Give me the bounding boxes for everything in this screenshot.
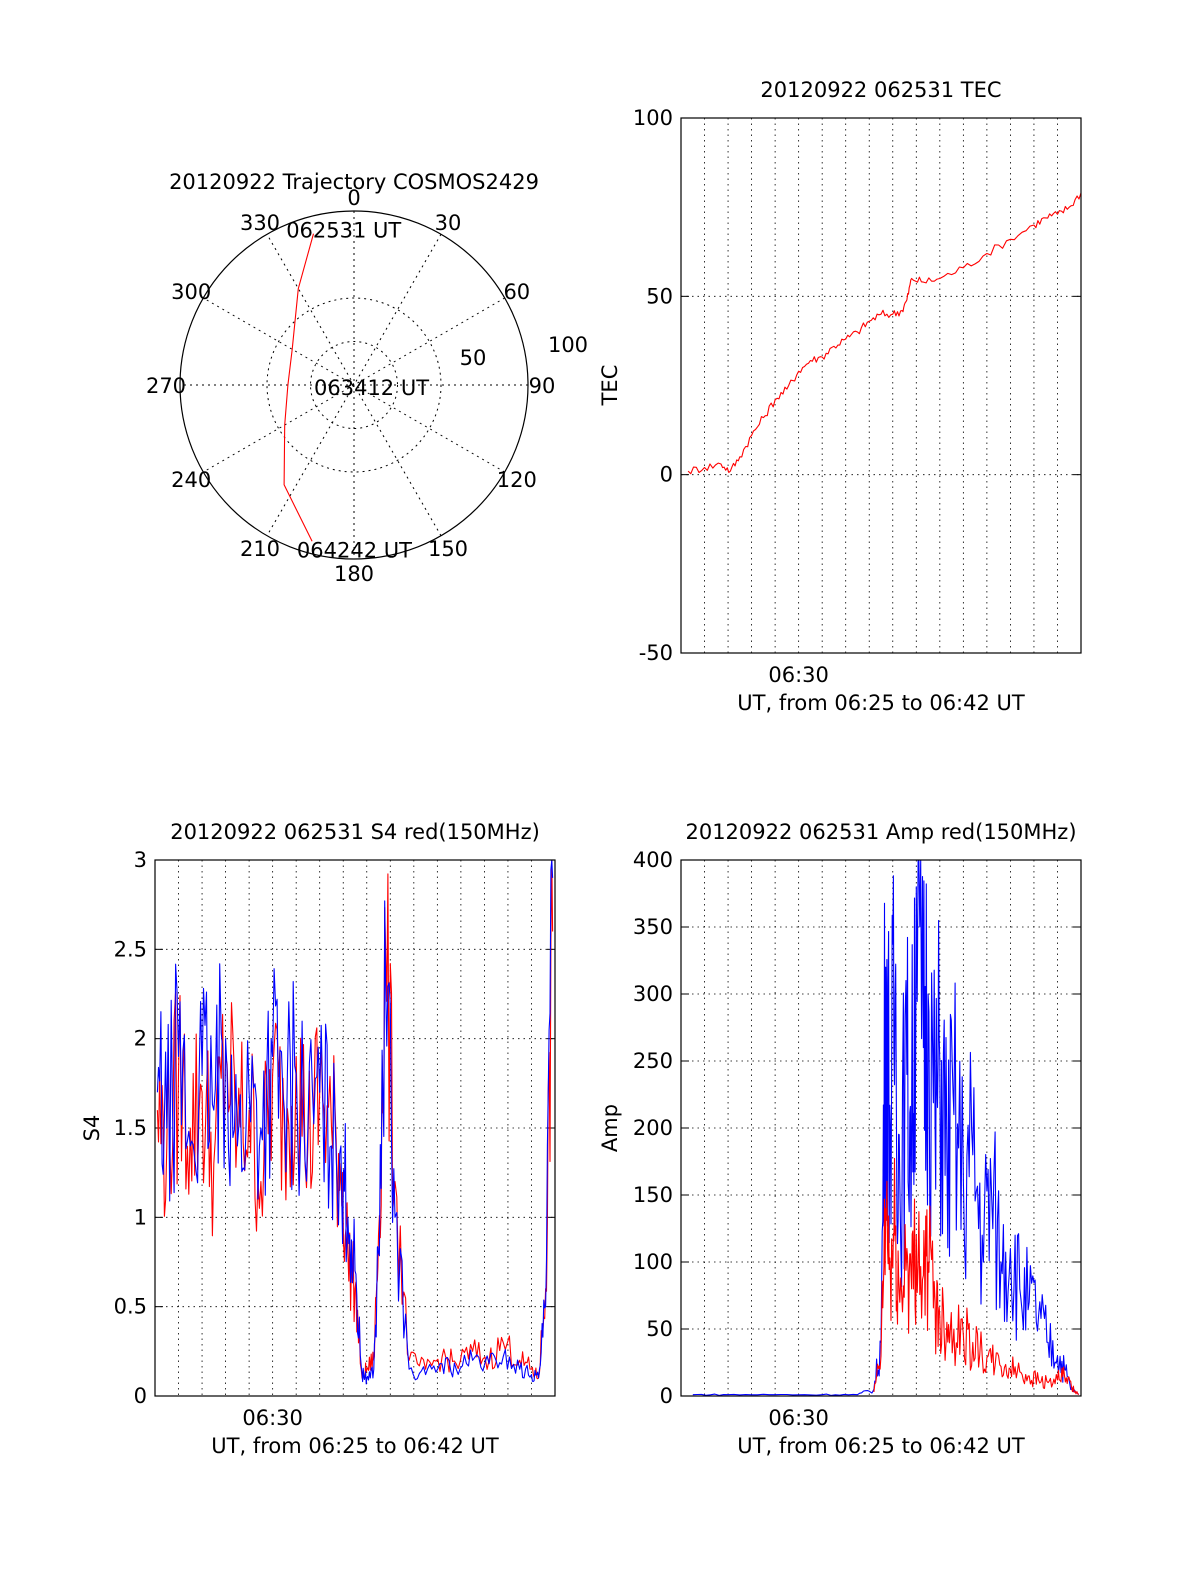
tec-ytick-label-3: 100 [633,106,673,130]
tec-series-line-0 [687,192,1082,475]
tec-panel: 20120922 062531 TEC -50 0 50 100 06:30 UT, … [598,78,1082,715]
tec-ytick-label-0: -50 [639,641,673,665]
tec-y-axis-label: TEC [598,365,622,407]
s4-ytick-label-6: 3 [134,848,147,872]
amp-ytick-label-8: 400 [633,848,673,872]
amp-ytick-label-4: 200 [633,1116,673,1140]
s4-ytick-label-0: 0 [134,1384,147,1408]
s4-plot-frame [154,859,556,1397]
amp-series-line-1 [873,1157,1080,1396]
tec-grid [681,118,1081,653]
amp-y-ticks: 0 50 100 150 200 250 300 350 400 [633,848,1081,1408]
polar-grid-ring-0 [310,341,398,429]
polar-azimuth-label-90: 90 [529,374,556,398]
s4-y-ticks: 0 0.5 1 1.5 2 2.5 3 [114,848,555,1408]
s4-ytick-label-5: 2.5 [114,937,147,961]
trajectory-polar-panel: 20120922 Trajectory COSMOS2429 0 30 60 90 12… [146,170,588,586]
polar-outer-ring [179,210,529,560]
polar-azimuth-label-150: 150 [428,537,468,561]
tec-ytick-label-2: 50 [646,284,673,308]
amp-ytick-label-5: 250 [633,1049,673,1073]
polar-grid-ring-1 [266,297,442,473]
amp-ytick-label-3: 150 [633,1183,673,1207]
polar-azimuth-label-330: 330 [240,211,280,235]
amp-y-axis-label: Amp [598,1104,622,1152]
amp-x-tick-label: 06:30 [768,1406,829,1430]
amp-grid [681,860,1081,1396]
s4-y-axis-label: S4 [80,1115,104,1142]
amp-plot-frame [680,859,1082,1397]
amp-series-group [692,859,1080,1396]
trajectory-title: 20120922 Trajectory COSMOS2429 [169,170,539,194]
tec-y-ticks: -50 0 50 100 [633,106,1081,665]
polar-radial-label-100: 100 [548,333,588,357]
polar-azimuth-label-240: 240 [171,468,211,492]
time-label-start: 062531 UT [286,218,401,242]
polar-azimuth-label-0: 0 [347,186,360,210]
time-label-end: 064242 UT [297,539,412,563]
tec-plot-frame [680,117,1082,654]
tec-series-group [687,192,1082,475]
amp-series-line-0 [692,859,1080,1396]
polar-radial-label-50: 50 [460,346,487,370]
amp-ytick-label-1: 50 [646,1317,673,1341]
amp-title: 20120922 062531 Amp red(150MHz) [685,820,1076,844]
s4-ytick-label-4: 2 [134,1027,147,1051]
s4-ytick-label-3: 1.5 [114,1116,147,1140]
polar-azimuth-label-210: 210 [240,537,280,561]
s4-ytick-label-1: 0.5 [114,1295,147,1319]
s4-series-line-1 [156,859,554,1385]
polar-azimuth-label-180: 180 [334,562,374,586]
polar-azimuth-label-270: 270 [146,374,186,398]
amp-x-axis-label: UT, from 06:25 to 06:42 UT [737,1434,1025,1458]
polar-azimuth-label-120: 120 [497,468,537,492]
amp-panel: 20120922 062531 Amp red(150MHz) 0 50 100 15… [598,820,1082,1458]
polar-azimuth-label-300: 300 [171,280,211,304]
tec-title: 20120922 062531 TEC [760,78,1001,102]
tec-x-axis-label: UT, from 06:25 to 06:42 UT [737,691,1025,715]
s4-panel: 20120922 062531 S4 red(150MHz) 0 0.5 1 1.5 2… [80,820,556,1458]
polar-spoke-150 [266,234,442,536]
polar-azimuth-label-30: 30 [435,211,462,235]
tec-x-tick-label: 06:30 [768,663,829,687]
s4-x-axis-label: UT, from 06:25 to 06:42 UT [211,1434,499,1458]
s4-ytick-label-2: 1 [134,1205,147,1229]
amp-ytick-label-2: 100 [633,1250,673,1274]
amp-ytick-label-7: 350 [633,915,673,939]
s4-title: 20120922 062531 S4 red(150MHz) [170,820,540,844]
satellite-track-line [283,233,315,542]
tec-ytick-label-1: 0 [660,463,673,487]
time-label-mid: 063412 UT [314,376,429,400]
s4-series-group [156,859,554,1385]
amp-ytick-label-0: 0 [660,1384,673,1408]
amp-ytick-label-6: 300 [633,982,673,1006]
polar-azimuth-label-60: 60 [503,280,530,304]
polar-azimuth-labels: 0 30 60 90 120 150 180 210 240 270 300 330 [146,186,555,586]
s4-x-tick-label: 06:30 [242,1406,303,1430]
polar-grid [180,211,528,559]
